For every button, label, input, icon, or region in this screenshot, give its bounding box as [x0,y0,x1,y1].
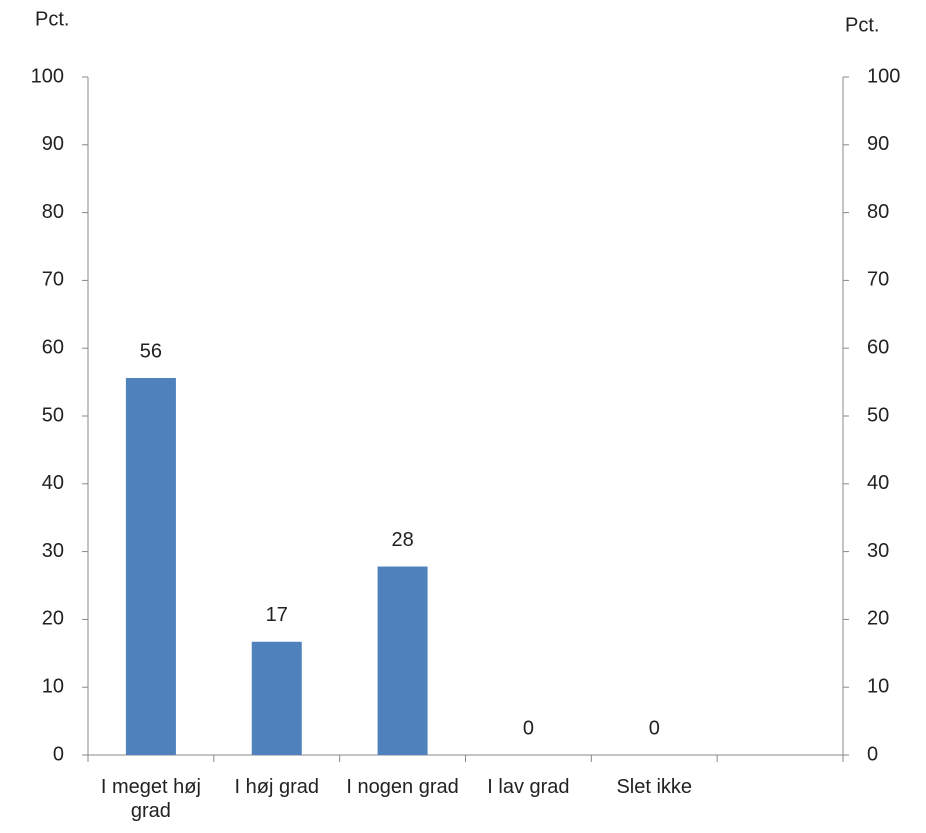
y2-tick-label: 30 [867,540,889,562]
y2-tick-label: 60 [867,336,889,358]
x-tick-label: Slet ikke [616,776,693,798]
data-label: 0 [523,717,534,739]
data-label: 0 [649,717,660,739]
y-tick-label: 50 [42,404,64,426]
y2-tick-label: 80 [867,201,889,223]
x-tick-label: I meget høj grad [100,776,201,822]
y2-axis-label: Pct. [845,14,879,36]
y-tick-label: 10 [42,675,64,697]
y2-tick-label: 40 [867,472,889,494]
x-tick-label: I lav grad [487,776,570,798]
y2-tick-label: 0 [867,743,878,765]
x-tick-label: I høj grad [234,776,319,798]
x-tick-label: I nogen grad [346,776,459,798]
y-tick-label: 70 [42,269,64,291]
y2-tick-label: 20 [867,608,889,630]
y-tick-label: 20 [42,608,64,630]
y-tick-label: 90 [42,133,64,155]
y2-tick-label: 70 [867,269,889,291]
y-tick-label: 80 [42,201,64,223]
y2-tick-label: 10 [867,675,889,697]
y2-tick-label: 90 [867,133,889,155]
y-tick-label: 60 [42,336,64,358]
bar [251,641,302,755]
y2-tick-label: 100 [867,65,900,87]
y-tick-label: 40 [42,472,64,494]
y-tick-label: 0 [53,743,64,765]
y-axis-label: Pct. [35,8,69,30]
bar [125,378,176,755]
data-label: 28 [391,529,413,551]
data-label: 56 [140,340,162,362]
data-label: 17 [266,604,288,626]
y2-tick-label: 50 [867,404,889,426]
y-tick-label: 30 [42,540,64,562]
bar [377,566,428,755]
y-tick-label: 100 [31,65,64,87]
